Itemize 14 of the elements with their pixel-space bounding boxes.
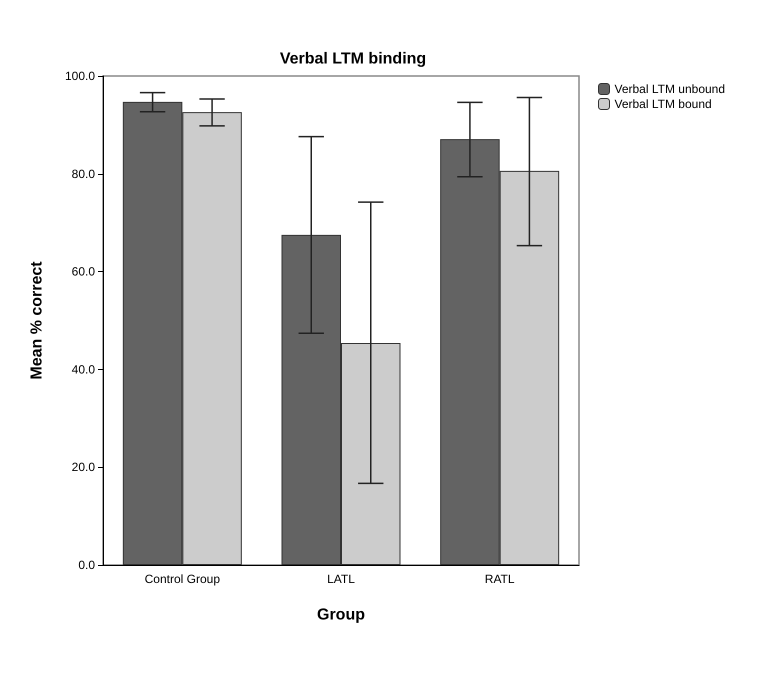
- y-tick-label: 0.0: [78, 558, 96, 572]
- x-tick-label: Control Group: [144, 572, 220, 586]
- y-tick-label: 40.0: [72, 362, 96, 376]
- y-tick-label: 100.0: [64, 69, 96, 83]
- y-axis-title: Mean % correct: [28, 260, 46, 380]
- legend-label: Verbal LTM bound: [614, 97, 712, 111]
- x-tick-label: RATL: [484, 572, 515, 586]
- x-axis-title: Group: [317, 606, 366, 624]
- y-tick-label: 20.0: [72, 460, 96, 474]
- chart-title: Verbal LTM binding: [280, 50, 426, 68]
- y-tick-label: 60.0: [72, 264, 96, 279]
- x-tick-label: LATL: [327, 572, 356, 586]
- legend-label: Verbal LTM unbound: [614, 82, 726, 96]
- y-tick-label: 80.0: [72, 166, 96, 181]
